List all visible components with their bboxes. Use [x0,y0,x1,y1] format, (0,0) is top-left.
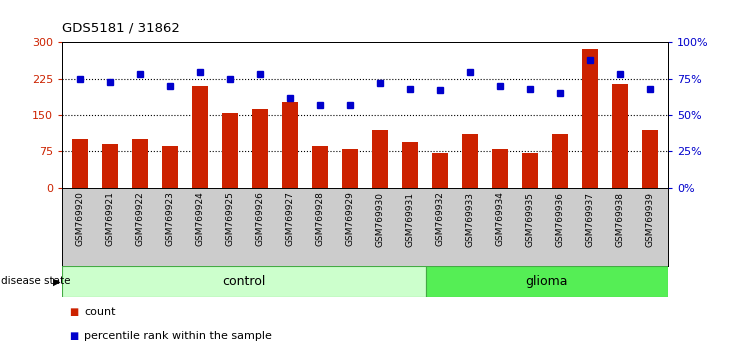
Bar [431,153,448,188]
Text: GSM769926: GSM769926 [255,192,264,246]
Text: GSM769931: GSM769931 [405,192,415,246]
Text: ▶: ▶ [53,276,61,286]
Text: GSM769930: GSM769930 [375,192,385,246]
Text: GSM769921: GSM769921 [106,192,115,246]
Bar [426,266,668,297]
Bar [132,139,148,188]
Bar [282,102,299,188]
Text: GSM769920: GSM769920 [75,192,85,246]
Bar [402,142,418,188]
Text: disease state: disease state [1,276,71,286]
Bar [342,149,358,188]
Text: GSM769932: GSM769932 [436,192,445,246]
Bar [192,86,208,188]
Bar [372,130,388,188]
Bar [252,109,268,188]
Bar [492,149,508,188]
Text: GSM769935: GSM769935 [526,192,534,246]
Text: GDS5181 / 31862: GDS5181 / 31862 [62,21,180,34]
Bar [552,135,568,188]
Text: GSM769938: GSM769938 [615,192,624,246]
Bar [582,49,598,188]
Bar [222,113,238,188]
Bar [162,147,178,188]
Text: GSM769925: GSM769925 [226,192,234,246]
Text: GSM769922: GSM769922 [136,192,145,246]
Text: GSM769923: GSM769923 [166,192,174,246]
Bar [522,153,538,188]
Text: control: control [222,275,266,288]
Text: GSM769933: GSM769933 [466,192,474,246]
Bar [642,130,658,188]
Text: count: count [84,307,115,316]
Text: GSM769929: GSM769929 [345,192,355,246]
Text: glioma: glioma [526,275,568,288]
Bar [62,266,426,297]
Text: GSM769934: GSM769934 [496,192,504,246]
Text: GSM769937: GSM769937 [585,192,594,246]
Bar [72,139,88,188]
Text: GSM769927: GSM769927 [285,192,294,246]
Bar [312,147,328,188]
Bar [101,144,118,188]
Text: GSM769936: GSM769936 [556,192,564,246]
Bar [612,84,629,188]
Text: percentile rank within the sample: percentile rank within the sample [84,331,272,341]
Text: ■: ■ [69,307,79,316]
Bar [462,135,478,188]
Text: GSM769928: GSM769928 [315,192,325,246]
Text: ■: ■ [69,331,79,341]
Text: GSM769939: GSM769939 [645,192,655,246]
Text: GSM769924: GSM769924 [196,192,204,246]
